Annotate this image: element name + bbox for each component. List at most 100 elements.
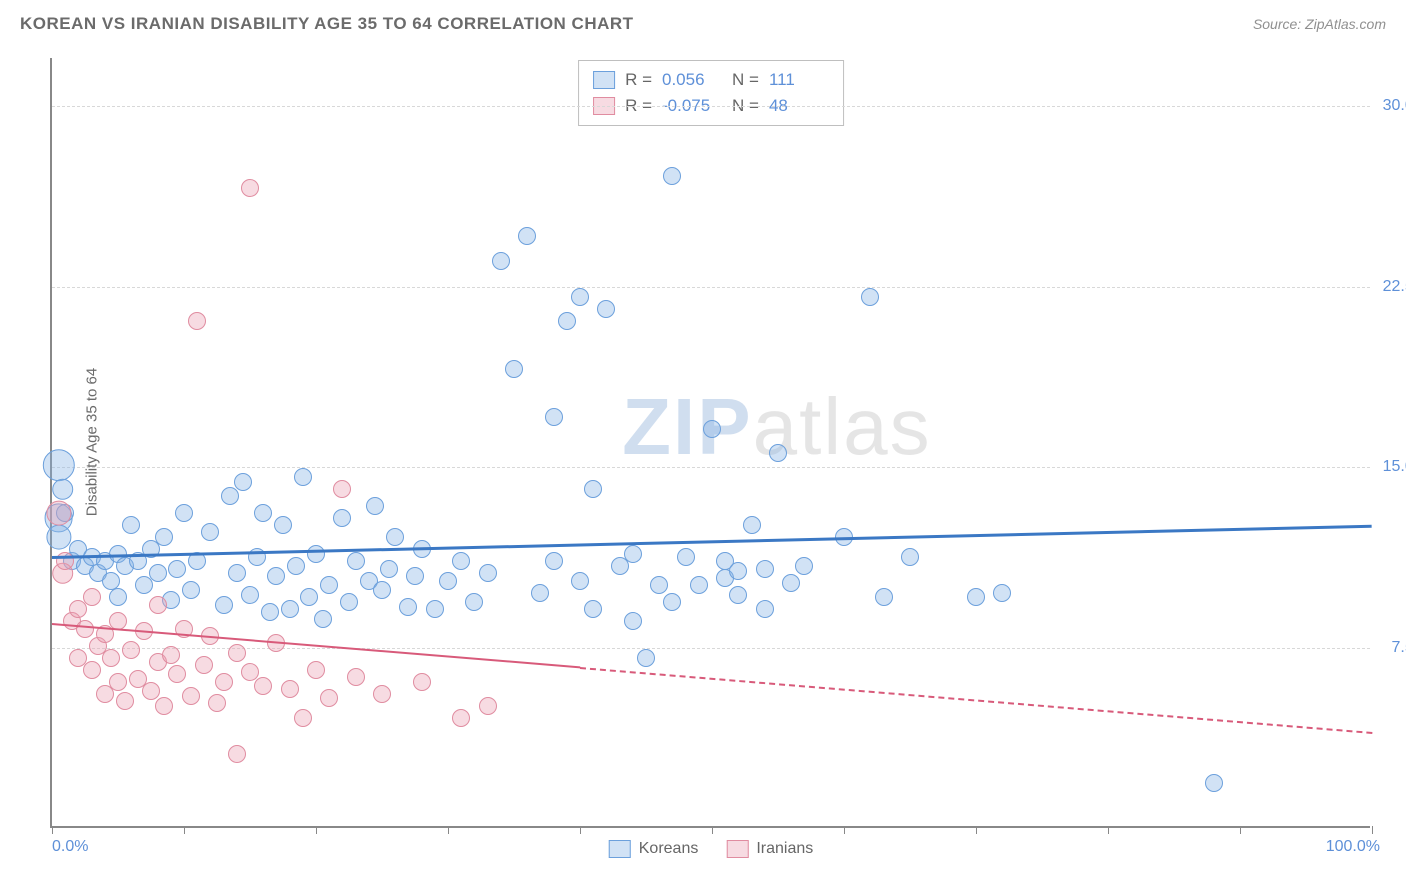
legend-item-koreans: Koreans: [609, 840, 699, 858]
scatter-point: [624, 545, 642, 563]
x-tick: [184, 826, 185, 834]
y-tick-label: 15.0%: [1383, 458, 1406, 476]
scatter-point: [795, 557, 813, 575]
scatter-point: [109, 673, 127, 691]
gridline: [52, 287, 1370, 288]
scatter-point: [347, 668, 365, 686]
scatter-point: [254, 504, 272, 522]
scatter-point: [386, 528, 404, 546]
y-tick-label: 7.5%: [1392, 639, 1406, 657]
scatter-point: [307, 661, 325, 679]
x-tick: [1240, 826, 1241, 834]
y-tick-label: 22.5%: [1383, 278, 1406, 296]
legend-swatch-koreans: [609, 840, 631, 858]
stat-legend: R = 0.056 N = 111 R = -0.075 N = 48: [578, 60, 844, 126]
scatter-point: [426, 600, 444, 618]
scatter-point: [188, 312, 206, 330]
scatter-point: [221, 487, 239, 505]
scatter-point: [234, 473, 252, 491]
scatter-point: [228, 644, 246, 662]
scatter-point: [861, 288, 879, 306]
scatter-point: [479, 564, 497, 582]
x-tick: [316, 826, 317, 834]
scatter-point: [241, 179, 259, 197]
trend-line: [52, 525, 1372, 559]
scatter-point: [320, 576, 338, 594]
scatter-point: [492, 252, 510, 270]
stat-row-koreans: R = 0.056 N = 111: [593, 67, 829, 93]
scatter-point: [663, 167, 681, 185]
scatter-point: [208, 694, 226, 712]
scatter-point: [373, 685, 391, 703]
x-tick: [1108, 826, 1109, 834]
scatter-point: [479, 697, 497, 715]
scatter-point: [756, 600, 774, 618]
scatter-point: [782, 574, 800, 592]
scatter-point: [677, 548, 695, 566]
scatter-point: [518, 227, 536, 245]
scatter-point: [637, 649, 655, 667]
scatter-point: [571, 288, 589, 306]
scatter-point: [584, 480, 602, 498]
scatter-point: [769, 444, 787, 462]
scatter-point: [274, 516, 292, 534]
scatter-point: [195, 656, 213, 674]
legend-label-koreans: Koreans: [639, 840, 699, 858]
scatter-point: [228, 564, 246, 582]
scatter-point: [380, 560, 398, 578]
trend-line: [580, 667, 1372, 734]
scatter-point: [215, 673, 233, 691]
scatter-point: [531, 584, 549, 602]
scatter-point: [142, 682, 160, 700]
scatter-point: [650, 576, 668, 594]
scatter-point: [122, 516, 140, 534]
scatter-point: [168, 560, 186, 578]
scatter-point: [155, 697, 173, 715]
scatter-point: [109, 588, 127, 606]
scatter-point: [597, 300, 615, 318]
n-value-koreans: 111: [769, 67, 829, 93]
scatter-point: [52, 478, 74, 500]
scatter-point: [413, 673, 431, 691]
legend-swatch-iranians: [726, 840, 748, 858]
scatter-point: [1205, 774, 1223, 792]
r-value-koreans: 0.056: [662, 67, 722, 93]
scatter-point: [102, 649, 120, 667]
scatter-point: [452, 709, 470, 727]
scatter-point: [558, 312, 576, 330]
scatter-point: [399, 598, 417, 616]
scatter-point: [729, 562, 747, 580]
scatter-point: [314, 610, 332, 628]
scatter-point: [571, 572, 589, 590]
scatter-point: [76, 620, 94, 638]
scatter-point: [281, 680, 299, 698]
y-axis-title: Disability Age 35 to 64: [84, 368, 101, 516]
x-tick: [448, 826, 449, 834]
scatter-point: [261, 603, 279, 621]
scatter-point: [901, 548, 919, 566]
swatch-koreans: [593, 71, 615, 89]
scatter-point: [340, 593, 358, 611]
scatter-point: [320, 689, 338, 707]
scatter-point: [287, 557, 305, 575]
scatter-point: [366, 497, 384, 515]
scatter-point: [584, 600, 602, 618]
scatter-point: [254, 677, 272, 695]
scatter-point: [690, 576, 708, 594]
scatter-point: [703, 420, 721, 438]
x-tick: [580, 826, 581, 834]
scatter-point: [993, 584, 1011, 602]
scatter-point: [663, 593, 681, 611]
x-tick: [1372, 826, 1373, 834]
scatter-point: [452, 552, 470, 570]
series-legend: Koreans Iranians: [609, 840, 814, 858]
scatter-point: [281, 600, 299, 618]
scatter-point: [149, 596, 167, 614]
y-tick-label: 30.0%: [1383, 97, 1406, 115]
gridline: [52, 467, 1370, 468]
x-axis-min-label: 0.0%: [52, 838, 88, 856]
scatter-point: [967, 588, 985, 606]
scatter-point: [267, 567, 285, 585]
scatter-point: [373, 581, 391, 599]
scatter-point: [333, 480, 351, 498]
